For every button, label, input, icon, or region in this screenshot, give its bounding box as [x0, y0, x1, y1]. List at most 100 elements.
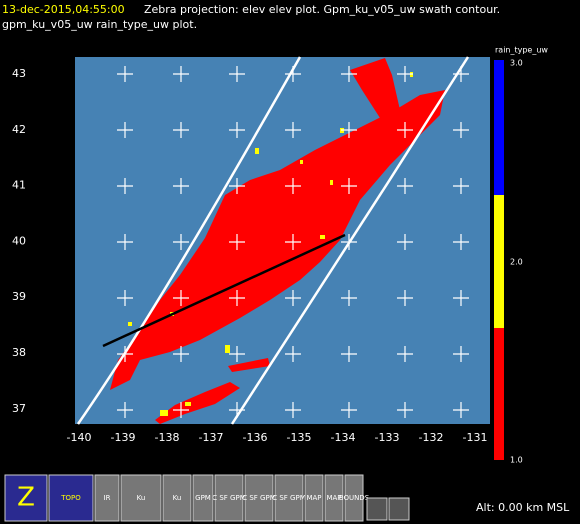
- grid-button[interactable]: [388, 497, 410, 521]
- button-label: C SF GPM: [272, 494, 306, 502]
- colorbar-label: 2.0: [510, 258, 523, 267]
- grid-cross: [453, 178, 469, 194]
- y-tick-label: 38: [12, 346, 26, 359]
- x-tick-label: -136: [243, 431, 268, 444]
- y-tick-label: 40: [12, 234, 26, 247]
- grid-cross: [397, 290, 413, 306]
- toolbar-button[interactable]: BOUNDS: [339, 474, 370, 522]
- grid-cross: [173, 122, 189, 138]
- x-tick-label: -137: [199, 431, 224, 444]
- grid-cross: [285, 234, 301, 250]
- grid-cross: [117, 178, 133, 194]
- button-label: C SF GPM: [242, 494, 276, 502]
- rain-area-small: [228, 358, 270, 372]
- grid-cross: [341, 290, 357, 306]
- toolbar-button[interactable]: Ku: [120, 474, 162, 522]
- button-face: [94, 474, 120, 522]
- y-tick-label: 37: [12, 402, 26, 415]
- toolbar-button[interactable]: TOPO: [48, 474, 94, 522]
- button-face: [214, 474, 244, 522]
- colorbar-segment: [494, 195, 504, 328]
- grid-cross: [453, 290, 469, 306]
- y-tick-label: 42: [12, 123, 26, 136]
- x-tick-label: -131: [463, 431, 488, 444]
- button-label: MAP: [326, 494, 341, 502]
- header-line2: gpm_ku_v05_uw rain_type_uw plot.: [2, 18, 197, 31]
- grid-cross: [173, 66, 189, 82]
- x-tick-label: -134: [331, 431, 356, 444]
- grid-cross: [453, 234, 469, 250]
- x-tick-label: -140: [67, 431, 92, 444]
- toolbar-button[interactable]: MAP: [324, 474, 344, 522]
- grid-cross: [285, 178, 301, 194]
- grid-cross: [173, 234, 189, 250]
- header-time: 13-dec-2015,04:55:00: [2, 3, 125, 16]
- grid-cross: [229, 66, 245, 82]
- toolbar-button[interactable]: C SF GPM: [212, 474, 246, 522]
- grid-cross: [341, 66, 357, 82]
- button-label: Ku: [137, 494, 146, 502]
- button-label: TOPO: [60, 494, 81, 502]
- grid-cross: [397, 402, 413, 418]
- x-tick-label: -139: [111, 431, 136, 444]
- toolbar-button[interactable]: GPM: [192, 474, 214, 522]
- y-tick-label: 39: [12, 290, 26, 303]
- x-tick-label: -132: [419, 431, 444, 444]
- button-face: [48, 474, 94, 522]
- grid-cross: [397, 234, 413, 250]
- grid-cross: [117, 234, 133, 250]
- grid-cross: [117, 122, 133, 138]
- grid-cross: [173, 290, 189, 306]
- grid-cross: [229, 122, 245, 138]
- grid-cross: [117, 346, 133, 362]
- button-face: [192, 474, 214, 522]
- y-tick-label: 43: [12, 67, 26, 80]
- toolbar-button[interactable]: Z: [4, 474, 48, 522]
- map-plot: [75, 56, 490, 425]
- grid-cross: [453, 402, 469, 418]
- grid-cross: [453, 122, 469, 138]
- button-face: [274, 474, 304, 522]
- grid-crosses: [117, 66, 469, 418]
- x-tick-label: -135: [287, 431, 312, 444]
- cross-section-line: [102, 233, 346, 348]
- x-tick-label: -138: [155, 431, 180, 444]
- toolbar-button[interactable]: Ku: [162, 474, 192, 522]
- button-label: IR: [104, 494, 111, 502]
- button-face: [344, 474, 364, 522]
- colorbar-label: 1.0: [510, 456, 523, 465]
- header-line1: Zebra projection: elev elev plot. Gpm_ku…: [144, 3, 500, 16]
- grid-cross: [341, 402, 357, 418]
- toolbar-button[interactable]: IR: [94, 474, 120, 522]
- grid-cross: [229, 402, 245, 418]
- colorbar-segment: [494, 328, 504, 460]
- button-face: [304, 474, 324, 522]
- button-label: BOUNDS: [339, 494, 370, 502]
- grid-cross: [285, 346, 301, 362]
- swath-edge: [76, 56, 302, 425]
- x-tick-label: -133: [375, 431, 400, 444]
- toolbar-button[interactable]: MAP: [304, 474, 324, 522]
- grid-cross: [117, 290, 133, 306]
- grid-cross: [229, 234, 245, 250]
- grid-cross: [453, 346, 469, 362]
- toolbar-button[interactable]: C SF GPM: [272, 474, 306, 522]
- button-face: [244, 474, 274, 522]
- circle-button[interactable]: [366, 497, 388, 521]
- button-face: [366, 497, 388, 521]
- button-label: MAP: [306, 494, 321, 502]
- grid-cross: [285, 122, 301, 138]
- grid-cross: [117, 402, 133, 418]
- grid-cross: [229, 290, 245, 306]
- toolbar-button[interactable]: C SF GPM: [242, 474, 276, 522]
- grid-cross: [341, 122, 357, 138]
- button-face: [388, 497, 410, 521]
- button-label: Ku: [173, 494, 182, 502]
- button-label: Z: [17, 483, 35, 513]
- grid-cross: [397, 122, 413, 138]
- grid-cross: [173, 178, 189, 194]
- grid-cross: [453, 66, 469, 82]
- grid-cross: [397, 346, 413, 362]
- rain-area: [110, 90, 445, 390]
